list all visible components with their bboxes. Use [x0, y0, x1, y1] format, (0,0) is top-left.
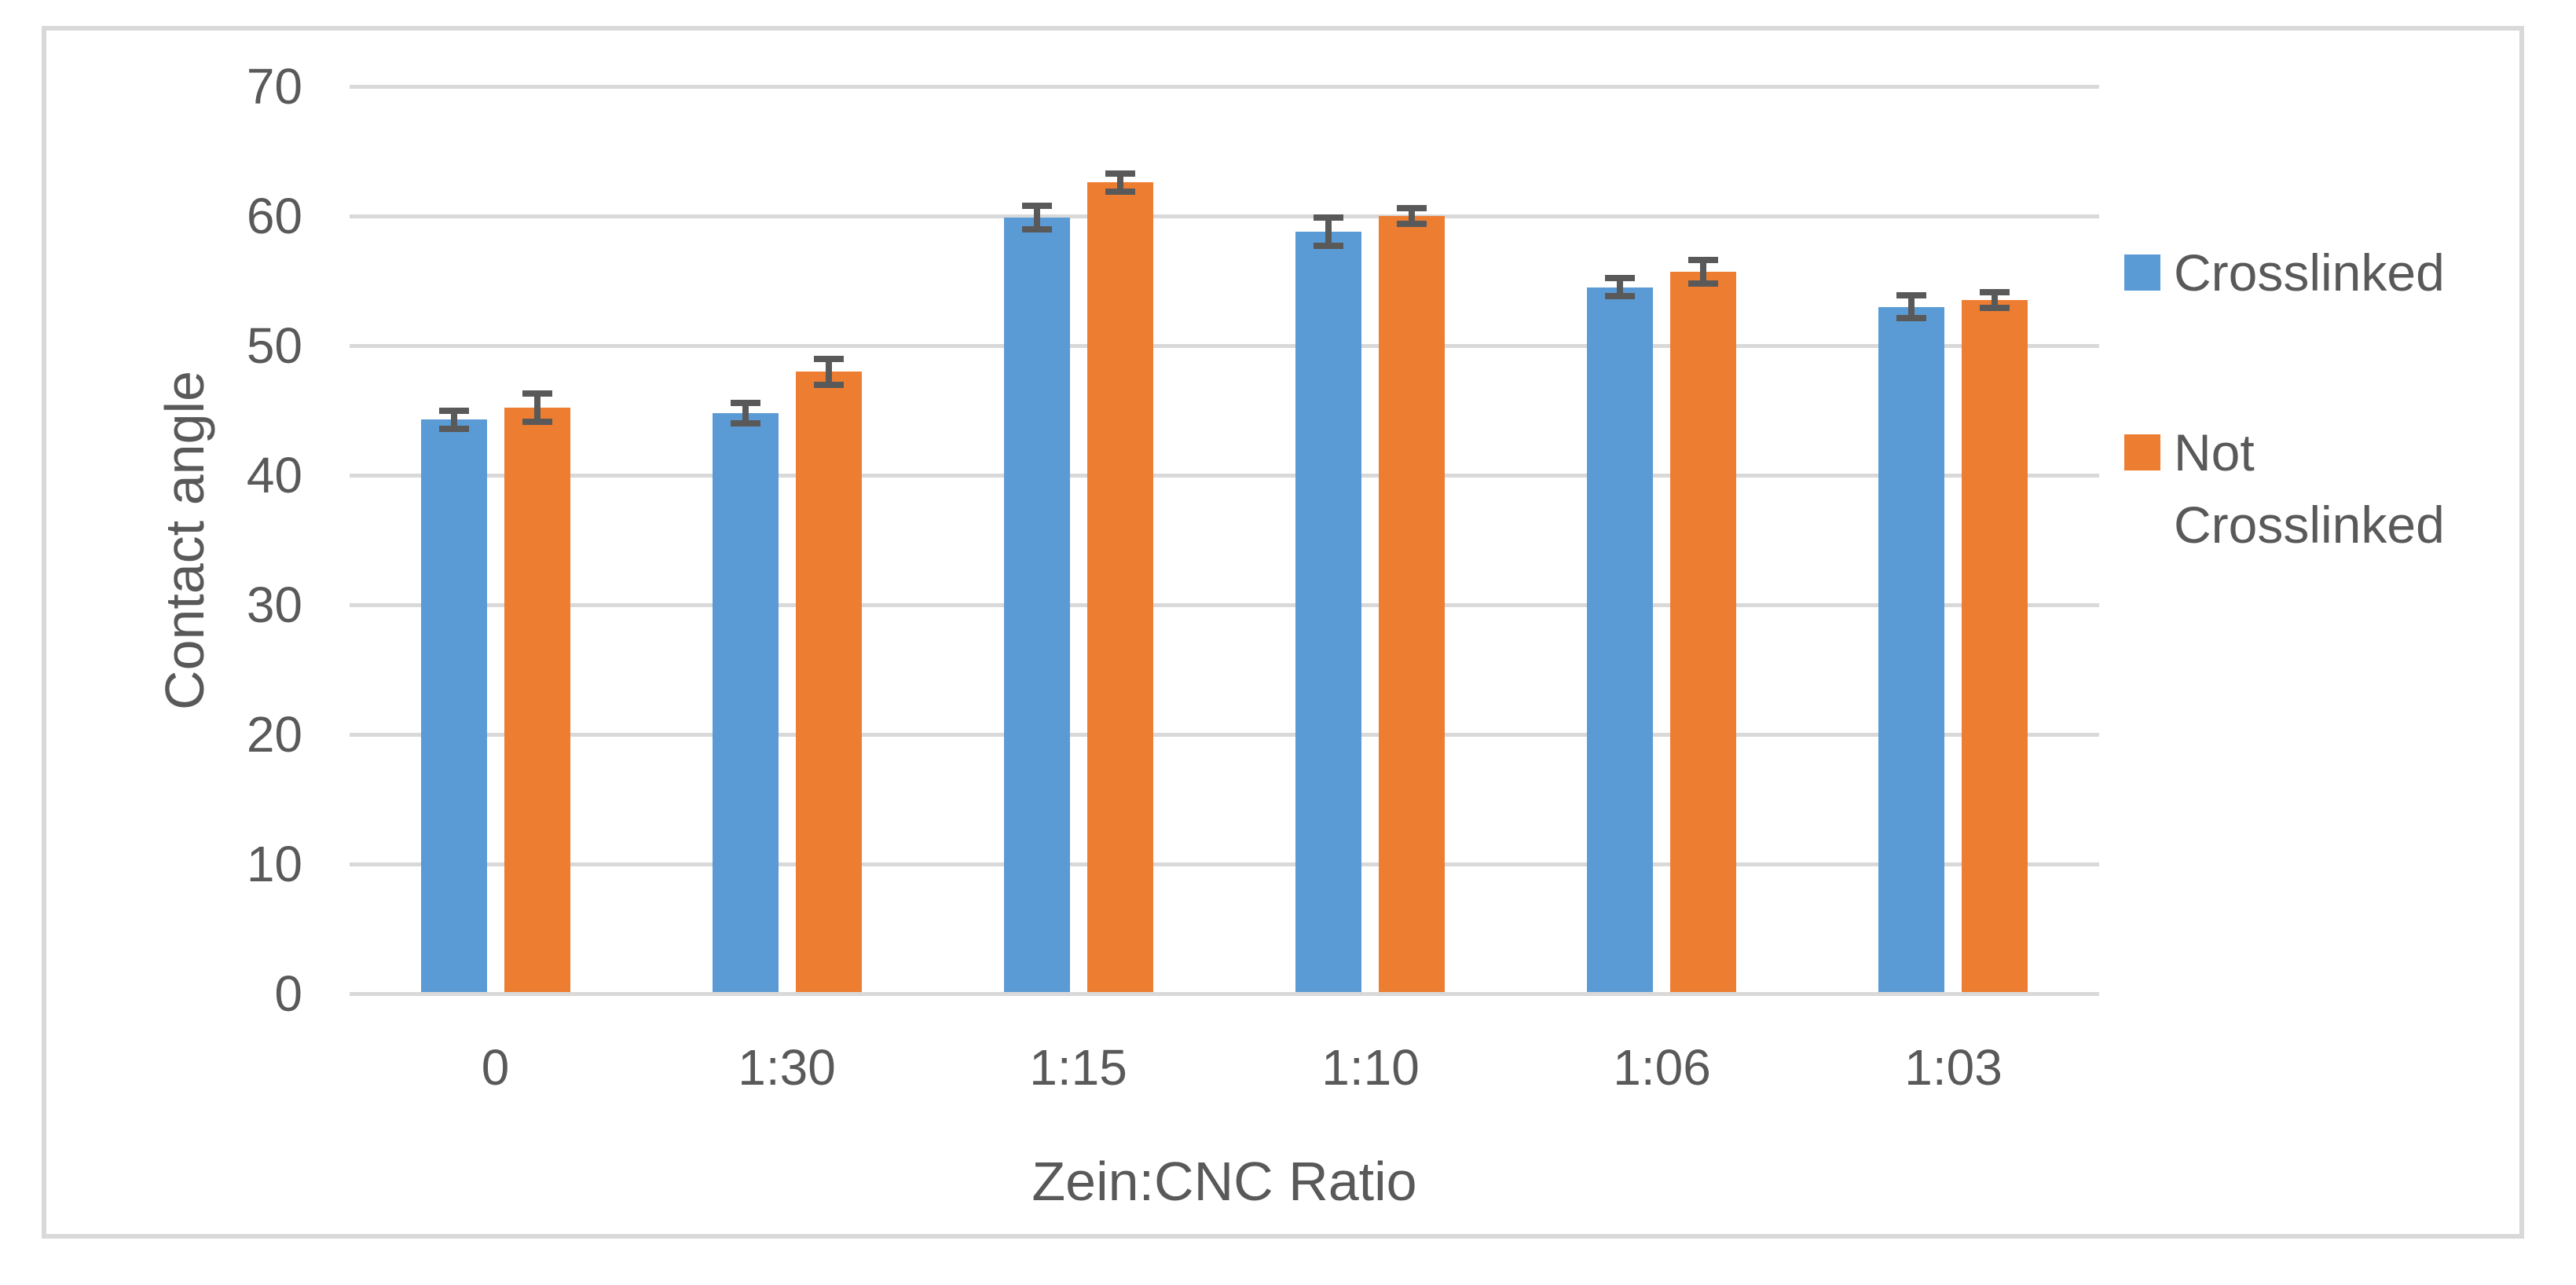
y-tick-label-70: 70 [246, 58, 302, 115]
gridline-60 [350, 214, 2099, 218]
x-tick-label-1:15: 1:15 [1029, 1039, 1127, 1096]
error-bar-crosslinked-1:03-cap-bottom [1896, 315, 1926, 321]
error-bar-not-crosslinked-1:15-cap-top [1105, 170, 1135, 177]
x-tick-label-0: 0 [481, 1039, 510, 1096]
x-tick-label-1:03: 1:03 [1904, 1039, 2003, 1096]
y-tick-label-20: 20 [246, 706, 302, 763]
bar-crosslinked-1:03 [1878, 307, 1944, 994]
error-bar-crosslinked-1:10-cap-bottom [1314, 243, 1343, 249]
error-bar-not-crosslinked-1:30 [826, 359, 832, 385]
error-bar-crosslinked-1:15-cap-top [1022, 203, 1052, 209]
y-tick-label-50: 50 [246, 317, 302, 374]
error-bar-crosslinked-1:03-cap-top [1896, 292, 1926, 298]
error-bar-crosslinked-0-cap-top [439, 408, 469, 414]
bar-not-crosslinked-1:03 [1962, 300, 2028, 994]
error-bar-not-crosslinked-1:15 [1117, 174, 1123, 192]
gridline-30 [350, 603, 2099, 607]
error-bar-not-crosslinked-1:10-cap-top [1397, 205, 1427, 211]
error-bar-crosslinked-1:06-cap-top [1605, 275, 1635, 281]
error-bar-crosslinked-1:03 [1908, 295, 1915, 319]
error-bar-not-crosslinked-1:06-cap-top [1688, 257, 1718, 263]
error-bar-crosslinked-1:10-cap-top [1314, 214, 1343, 221]
bar-crosslinked-1:30 [713, 413, 779, 994]
error-bar-not-crosslinked-0-cap-bottom [522, 419, 552, 425]
error-bar-not-crosslinked-1:10-cap-bottom [1397, 221, 1427, 227]
bar-not-crosslinked-1:06 [1670, 272, 1736, 994]
gridline-50 [350, 344, 2099, 348]
error-bar-not-crosslinked-0 [534, 394, 540, 422]
x-tick-label-1:06: 1:06 [1613, 1039, 1711, 1096]
bar-not-crosslinked-1:30 [796, 372, 862, 994]
error-bar-not-crosslinked-1:15-cap-bottom [1105, 189, 1135, 195]
bar-not-crosslinked-1:10 [1379, 216, 1445, 994]
y-tick-label-10: 10 [246, 836, 302, 892]
gridline-40 [350, 474, 2099, 478]
x-tick-label-1:30: 1:30 [738, 1039, 836, 1096]
x-axis-line [350, 992, 2099, 996]
y-tick-label-0: 0 [274, 965, 302, 1022]
error-bar-crosslinked-1:10 [1325, 218, 1332, 246]
error-bar-not-crosslinked-1:06 [1700, 260, 1706, 284]
bar-not-crosslinked-1:15 [1087, 182, 1153, 994]
error-bar-not-crosslinked-1:03-cap-bottom [1980, 305, 2010, 311]
gridline-20 [350, 733, 2099, 737]
bar-crosslinked-1:10 [1295, 232, 1361, 994]
error-bar-not-crosslinked-1:30-cap-bottom [814, 382, 844, 388]
bar-crosslinked-0 [421, 419, 487, 994]
bar-crosslinked-1:06 [1587, 287, 1653, 994]
legend-item-not-crosslinked: Not Crosslinked [2124, 416, 2501, 561]
gridline-10 [350, 862, 2099, 866]
error-bar-crosslinked-1:30-cap-bottom [731, 420, 760, 427]
error-bar-crosslinked-1:30 [742, 403, 749, 423]
error-bar-crosslinked-1:06-cap-bottom [1605, 293, 1635, 299]
x-tick-label-1:10: 1:10 [1321, 1039, 1420, 1096]
chart-border [42, 26, 2524, 1239]
legend-label: Crosslinked [2174, 243, 2445, 302]
error-bar-crosslinked-1:15-cap-bottom [1022, 226, 1052, 232]
error-bar-not-crosslinked-0-cap-top [522, 390, 552, 397]
legend-item-crosslinked: Crosslinked [2124, 236, 2501, 309]
error-bar-not-crosslinked-1:03-cap-top [1980, 289, 2010, 295]
y-tick-label-60: 60 [246, 188, 302, 244]
y-tick-label-40: 40 [246, 447, 302, 503]
error-bar-crosslinked-1:15 [1034, 206, 1040, 229]
error-bar-crosslinked-1:30-cap-top [731, 400, 760, 406]
error-bar-not-crosslinked-1:10 [1409, 208, 1415, 224]
error-bar-not-crosslinked-1:30-cap-top [814, 356, 844, 362]
legend-swatch [2124, 254, 2160, 291]
bar-crosslinked-1:15 [1004, 218, 1070, 994]
legend-label: Not Crosslinked [2174, 423, 2445, 554]
bar-not-crosslinked-0 [504, 408, 570, 994]
legend-swatch [2124, 434, 2160, 470]
error-bar-crosslinked-1:06 [1617, 278, 1623, 296]
error-bar-not-crosslinked-1:06-cap-bottom [1688, 280, 1718, 287]
error-bar-crosslinked-0 [451, 411, 457, 429]
error-bar-crosslinked-0-cap-bottom [439, 426, 469, 432]
error-bar-not-crosslinked-1:03 [1992, 292, 1998, 308]
y-tick-label-30: 30 [246, 577, 302, 633]
gridline-70 [350, 85, 2099, 89]
x-axis-title: Zein:CNC Ratio [1031, 1151, 1417, 1212]
